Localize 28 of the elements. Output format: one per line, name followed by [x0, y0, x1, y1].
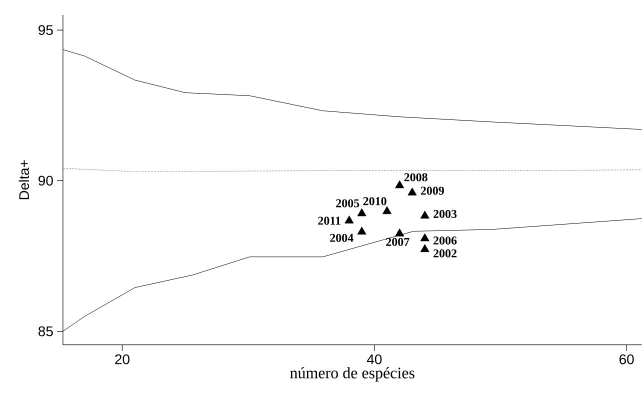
x-tick-label: 60	[620, 354, 634, 364]
annotation: 2002	[434, 249, 457, 258]
annotation: 2007	[386, 238, 410, 246]
point	[382, 206, 392, 214]
point	[408, 188, 417, 196]
annotation: 2005	[336, 199, 360, 208]
y-axis-title: Delta+	[18, 160, 30, 200]
point	[357, 208, 366, 216]
y-tick-label: 90	[38, 176, 53, 186]
x-tick-label: 40	[366, 354, 382, 364]
annotation: 2004	[330, 234, 354, 242]
point	[357, 226, 366, 235]
point	[420, 233, 430, 242]
point	[420, 244, 430, 252]
annotation: 2008	[404, 173, 428, 182]
point	[395, 228, 404, 236]
annotation: 2006	[434, 236, 457, 245]
point	[344, 216, 354, 224]
x-axis-title: número de espécies	[290, 367, 414, 382]
y-tick-label: 85	[38, 326, 53, 336]
annotation: 2010	[363, 197, 386, 206]
annotation: 2009	[420, 186, 444, 195]
point	[395, 180, 404, 188]
x-tick-label: 20	[115, 354, 130, 364]
annotation: 2011	[318, 216, 340, 225]
y-tick-label: 95	[38, 25, 53, 36]
annotation: 2003	[434, 210, 457, 218]
point	[420, 210, 430, 219]
